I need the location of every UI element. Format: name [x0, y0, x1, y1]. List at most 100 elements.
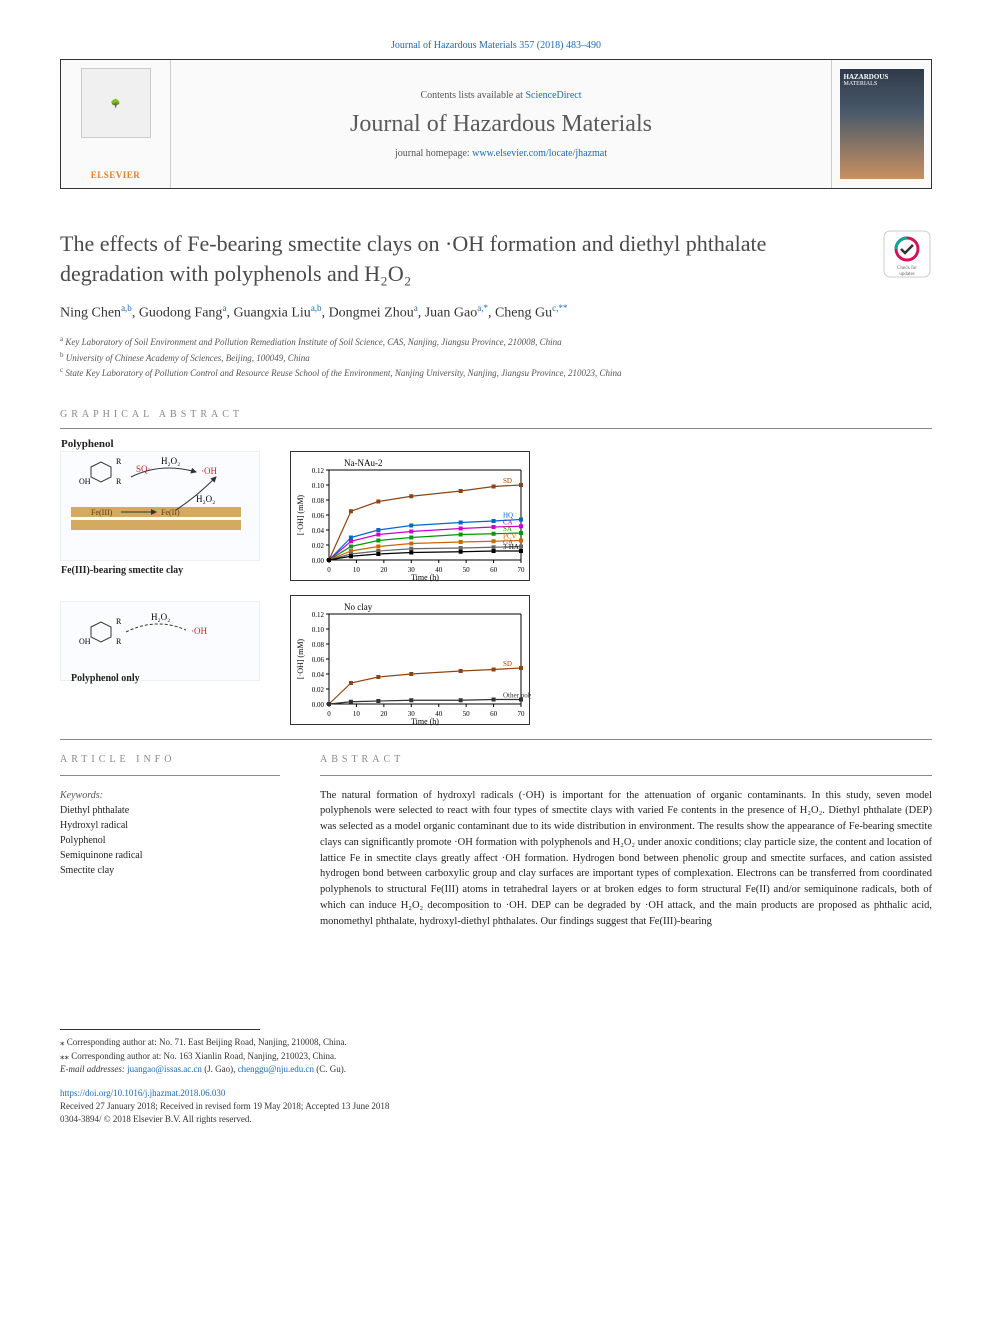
svg-text:0.04: 0.04: [312, 671, 325, 679]
ga-d1-oh: ·OH: [201, 466, 217, 476]
article-info-column: ARTICLE INFO Keywords: Diethyl phthalate…: [60, 752, 280, 930]
contents-text: Contents lists available at: [420, 90, 525, 101]
svg-text:0.00: 0.00: [312, 701, 325, 709]
svg-text:60: 60: [490, 710, 498, 718]
ga-diagram-clay: Polyphenol OH R R SQ· H₂O₂ ·OH Fe(III) F…: [60, 451, 260, 561]
keyword-list: Diethyl phthalateHydroxyl radicalPolyphe…: [60, 803, 280, 878]
contents-line: Contents lists available at ScienceDirec…: [420, 90, 581, 101]
svg-text:0.12: 0.12: [312, 467, 325, 475]
ga-d1-h2o2: H₂O₂: [161, 456, 180, 466]
svg-text:OH: OH: [79, 477, 91, 486]
doi-link[interactable]: https://doi.org/10.1016/j.jhazmat.2018.0…: [60, 1088, 225, 1098]
svg-text:0: 0: [327, 710, 331, 718]
svg-text:[·OH] (mM): [·OH] (mM): [296, 638, 305, 679]
svg-text:10: 10: [353, 710, 361, 718]
svg-text:70: 70: [518, 566, 526, 574]
ga-diagram-noclay: OH R R H₂O₂ ·OH Polyphenol only: [60, 601, 260, 681]
author-list: Ning Chena,b, Guodong Fanga, Guangxia Li…: [60, 302, 932, 324]
svg-text:Other polyphenols: Other polyphenols: [503, 691, 531, 699]
cover-cell: HAZARDOUS MATERIALS: [831, 60, 931, 188]
footer-block: ⁎ Corresponding author at: No. 71. East …: [60, 1029, 932, 1125]
check-updates-badge[interactable]: Check for updates: [882, 229, 932, 279]
svg-text:0.06: 0.06: [312, 656, 325, 664]
ga-d2-label: Polyphenol only: [71, 673, 140, 684]
email-1[interactable]: juangao@issas.ac.cn: [127, 1064, 202, 1074]
ga-d1-polyphenol: Polyphenol: [61, 438, 114, 450]
article-title: The effects of Fe-bearing smectite clays…: [60, 229, 862, 288]
email-line: E-mail addresses: juangao@issas.ac.cn (J…: [60, 1063, 932, 1077]
svg-text:Time (h): Time (h): [411, 717, 439, 726]
email-1-name: (J. Gao),: [202, 1064, 238, 1074]
svg-text:0: 0: [327, 566, 331, 574]
svg-text:0.02: 0.02: [312, 686, 325, 694]
svg-text:SD: SD: [503, 477, 512, 485]
cover-title-2: MATERIALS: [844, 81, 920, 87]
article-info-label: ARTICLE INFO: [60, 752, 280, 771]
svg-text:3-HA: 3-HA: [503, 543, 519, 551]
divider: [60, 428, 932, 429]
header-middle: Contents lists available at ScienceDirec…: [171, 60, 831, 188]
svg-text:10: 10: [353, 566, 361, 574]
graphical-abstract-label: GRAPHICAL ABSTRACT: [60, 409, 932, 424]
homepage-link[interactable]: www.elsevier.com/locate/jhazmat: [472, 148, 607, 159]
svg-text:0.02: 0.02: [312, 542, 325, 550]
svg-text:R: R: [116, 477, 122, 486]
svg-text:[·OH] (mM): [·OH] (mM): [296, 494, 305, 535]
svg-text:SD: SD: [503, 660, 512, 668]
email-2-name: (C. Gu).: [314, 1064, 346, 1074]
svg-text:0.10: 0.10: [312, 626, 325, 634]
graphical-abstract: Polyphenol OH R R SQ· H₂O₂ ·OH Fe(III) F…: [60, 441, 932, 735]
svg-text:0.08: 0.08: [312, 641, 325, 649]
svg-text:H₂O₂: H₂O₂: [196, 494, 215, 504]
ga-chart-1: 0.000.020.040.060.080.100.12010203040506…: [290, 451, 530, 581]
svg-text:20: 20: [380, 566, 388, 574]
divider: [60, 739, 932, 740]
svg-text:0.12: 0.12: [312, 611, 325, 619]
elsevier-tree-logo: 🌳: [81, 68, 151, 138]
svg-text:·OH: ·OH: [191, 626, 207, 636]
running-header: Journal of Hazardous Materials 357 (2018…: [60, 40, 932, 51]
homepage-prefix: journal homepage:: [395, 148, 472, 159]
email-2[interactable]: chenggu@nju.edu.cn: [238, 1064, 314, 1074]
affiliation-list: a Key Laboratory of Soil Environment and…: [60, 334, 932, 381]
publisher-cell: 🌳 ELSEVIER: [61, 60, 171, 188]
corr-author-1: ⁎ Corresponding author at: No. 71. East …: [60, 1036, 932, 1050]
svg-text:0.08: 0.08: [312, 497, 325, 505]
ga-d1-fe3: Fe(III): [91, 508, 113, 517]
journal-cover-thumbnail: HAZARDOUS MATERIALS: [840, 69, 924, 179]
svg-text:R: R: [116, 637, 122, 646]
received-line: Received 27 January 2018; Received in re…: [60, 1100, 932, 1113]
svg-text:updates: updates: [899, 272, 914, 277]
svg-text:0.00: 0.00: [312, 557, 325, 565]
svg-text:70: 70: [518, 710, 526, 718]
abstract-label: ABSTRACT: [320, 752, 932, 767]
svg-text:50: 50: [463, 566, 471, 574]
abstract-column: ABSTRACT The natural formation of hydrox…: [320, 752, 932, 930]
abstract-text: The natural formation of hydroxyl radica…: [320, 788, 932, 930]
svg-text:Check for: Check for: [897, 266, 917, 271]
sciencedirect-link[interactable]: ScienceDirect: [525, 90, 581, 101]
svg-text:R: R: [116, 617, 122, 626]
svg-text:R: R: [116, 457, 122, 466]
corr-author-2: ⁎⁎ Corresponding author at: No. 163 Xian…: [60, 1050, 932, 1064]
svg-text:0.10: 0.10: [312, 482, 325, 490]
svg-text:50: 50: [463, 710, 471, 718]
keywords-label: Keywords:: [60, 790, 103, 801]
svg-text:0.04: 0.04: [312, 527, 325, 535]
email-label: E-mail addresses:: [60, 1064, 127, 1074]
svg-text:OH: OH: [79, 637, 91, 646]
ga-d2-h2o2: H₂O₂: [151, 612, 170, 622]
homepage-line: journal homepage: www.elsevier.com/locat…: [395, 148, 607, 159]
svg-text:Na-NAu-2: Na-NAu-2: [344, 458, 383, 468]
cover-title-1: HAZARDOUS: [844, 73, 920, 81]
svg-text:Time (h): Time (h): [411, 573, 439, 582]
copyright-line: 0304-3894/ © 2018 Elsevier B.V. All righ…: [60, 1113, 932, 1126]
svg-text:60: 60: [490, 566, 498, 574]
ga-d1-clay-label: Fe(III)-bearing smectite clay: [61, 565, 183, 576]
svg-text:20: 20: [380, 710, 388, 718]
journal-header: 🌳 ELSEVIER Contents lists available at S…: [60, 59, 932, 189]
svg-text:0.06: 0.06: [312, 512, 325, 520]
svg-text:No clay: No clay: [344, 602, 373, 612]
publisher-name: ELSEVIER: [91, 170, 141, 180]
ga-chart-2: 0.000.020.040.060.080.100.12010203040506…: [290, 595, 530, 725]
